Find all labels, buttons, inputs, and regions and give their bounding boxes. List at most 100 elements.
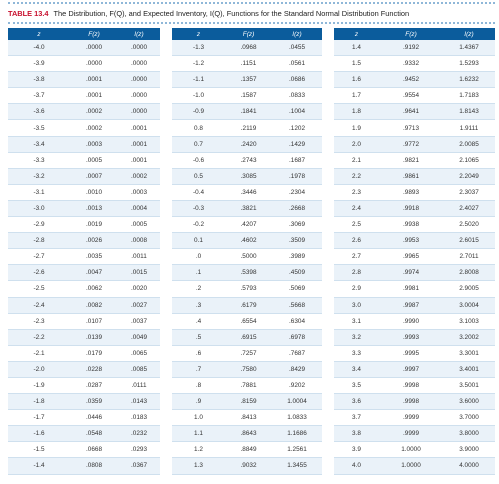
cell-z: 1.2 (172, 441, 225, 459)
column-gap (160, 55, 172, 72)
cell-i-z: 2.7011 (443, 248, 495, 266)
cell-i-z: .3509 (272, 232, 322, 250)
cell-z: 3.6 (334, 393, 379, 411)
cell-f-z: .0013 (70, 200, 118, 218)
column-gap (322, 71, 334, 88)
cell-i-z: 1.6232 (443, 71, 495, 89)
top-dotted-rule (8, 2, 495, 4)
cell-f-z: .0003 (70, 136, 118, 153)
table-row: -2.1.0179.0065 .6.7257.7687 3.3.9995 3.3001 (8, 345, 495, 362)
table-row: -1.6.0548.0232 1.1.8643 1.1686 3.8.9999 3.80… (8, 425, 495, 443)
cell-f-z: .2420 (225, 136, 272, 153)
cell-i-z: .0293 (118, 441, 160, 459)
column-gap (160, 28, 172, 40)
cell-z: 2.8 (334, 264, 379, 282)
cell-i-z: 2.8008 (443, 264, 495, 282)
cell-i-z: 1.7183 (443, 87, 495, 105)
table-row: -3.4.0003.0001 0.7.2420.1429 2.0.9772 2.008… (8, 136, 495, 153)
column-header-i-z: I(z) (118, 28, 160, 40)
column-gap (160, 40, 172, 56)
cell-f-z: .9998 (379, 377, 443, 395)
cell-z: .7 (172, 361, 225, 378)
column-gap (322, 393, 334, 410)
cell-f-z: .5000 (225, 248, 272, 266)
table-row: -2.4.0082.0027 .3.6179.5668 3.0.9987 3.0004 (8, 297, 495, 314)
column-gap (322, 248, 334, 265)
cell-z: 2.4 (334, 200, 379, 218)
cell-z: 1.0 (172, 409, 225, 427)
table-body: -4.0.0000.0000 -1.3.0968.0455 1.4.9192 1.43… (8, 40, 495, 475)
cell-z: -1.3 (172, 40, 225, 57)
cell-f-z: .0139 (70, 329, 118, 346)
table-row: -3.0.0013.0004 -0.3.3821.2668 2.4.9918 2.40… (8, 200, 495, 218)
cell-z: .2 (172, 280, 225, 298)
cell-i-z: .5069 (272, 280, 322, 298)
column-gap (322, 168, 334, 185)
cell-z: .8 (172, 377, 225, 395)
cell-f-z: .9821 (379, 152, 443, 169)
column-gap (322, 152, 334, 169)
column-gap (160, 377, 172, 394)
table-row: -2.7.0035.0011 .0.5000.3989 2.7.9965 2.7011 (8, 248, 495, 266)
cell-z: 3.0 (334, 297, 379, 314)
cell-f-z: .9918 (379, 200, 443, 218)
column-gap (322, 40, 334, 56)
cell-i-z: .0000 (118, 55, 160, 73)
cell-i-z: 1.0833 (272, 409, 322, 427)
cell-i-z: .0004 (118, 200, 160, 218)
cell-f-z: .9332 (379, 55, 443, 73)
cell-z: -1.1 (172, 71, 225, 89)
cell-f-z: .9993 (379, 329, 443, 346)
cell-f-z: .1587 (225, 87, 272, 105)
column-header-i-z: I(z) (272, 28, 322, 40)
cell-z: 2.1 (334, 152, 379, 169)
cell-f-z: .9990 (379, 313, 443, 330)
column-gap (322, 329, 334, 346)
cell-f-z: .9953 (379, 232, 443, 250)
cell-i-z: 1.4367 (443, 40, 495, 57)
cell-f-z: .9981 (379, 280, 443, 298)
cell-z: -1.6 (8, 425, 70, 443)
cell-f-z: .7881 (225, 377, 272, 395)
table-row: -2.2.0139.0049 .5.6915.6978 3.2.9993 3.2002 (8, 329, 495, 346)
cell-z: .3 (172, 297, 225, 314)
cell-f-z: .4602 (225, 232, 272, 250)
cell-f-z: .0035 (70, 248, 118, 266)
cell-z: -2.1 (8, 345, 70, 362)
cell-i-z: 1.3455 (272, 457, 322, 475)
cell-f-z: .0001 (70, 87, 118, 105)
column-gap (160, 103, 172, 120)
cell-f-z: .9192 (379, 40, 443, 57)
cell-z: -2.0 (8, 361, 70, 378)
cell-i-z: 1.2561 (272, 441, 322, 459)
cell-z: -3.6 (8, 103, 70, 121)
column-gap (160, 361, 172, 378)
cell-f-z: .9554 (379, 87, 443, 105)
column-gap (322, 200, 334, 217)
cell-f-z: .9861 (379, 168, 443, 185)
cell-f-z: .1841 (225, 103, 272, 121)
cell-i-z: .0011 (118, 248, 160, 266)
cell-i-z: 3.1003 (443, 313, 495, 330)
cell-i-z: .1687 (272, 152, 322, 169)
cell-f-z: .1151 (225, 55, 272, 73)
cell-i-z: 2.2049 (443, 168, 495, 185)
cell-i-z: 2.1065 (443, 152, 495, 169)
cell-i-z: .8429 (272, 361, 322, 378)
column-header-i-z: I(z) (443, 28, 495, 40)
table-row: -3.1.0010.0003 -0.4.3446.2304 2.3.9893 2.30… (8, 184, 495, 201)
cell-z: -3.5 (8, 119, 70, 137)
column-gap (322, 119, 334, 137)
normal-distribution-table: z F(z) I(z) z F(z) I(z) z F(z) I(z) -4.0.0000.00… (8, 28, 495, 475)
cell-i-z: .0003 (118, 184, 160, 201)
cell-f-z: .9999 (379, 409, 443, 427)
table-row: -3.5.0002.0001 0.8.2119.1202 1.9.9713 1.911… (8, 119, 495, 137)
cell-i-z: 3.9000 (443, 441, 495, 459)
cell-z: -2.7 (8, 248, 70, 266)
cell-z: 3.8 (334, 425, 379, 443)
cell-f-z: .6915 (225, 329, 272, 346)
column-gap (160, 280, 172, 297)
cell-i-z: .0008 (118, 232, 160, 250)
cell-i-z: 3.4001 (443, 361, 495, 378)
column-gap (322, 297, 334, 314)
